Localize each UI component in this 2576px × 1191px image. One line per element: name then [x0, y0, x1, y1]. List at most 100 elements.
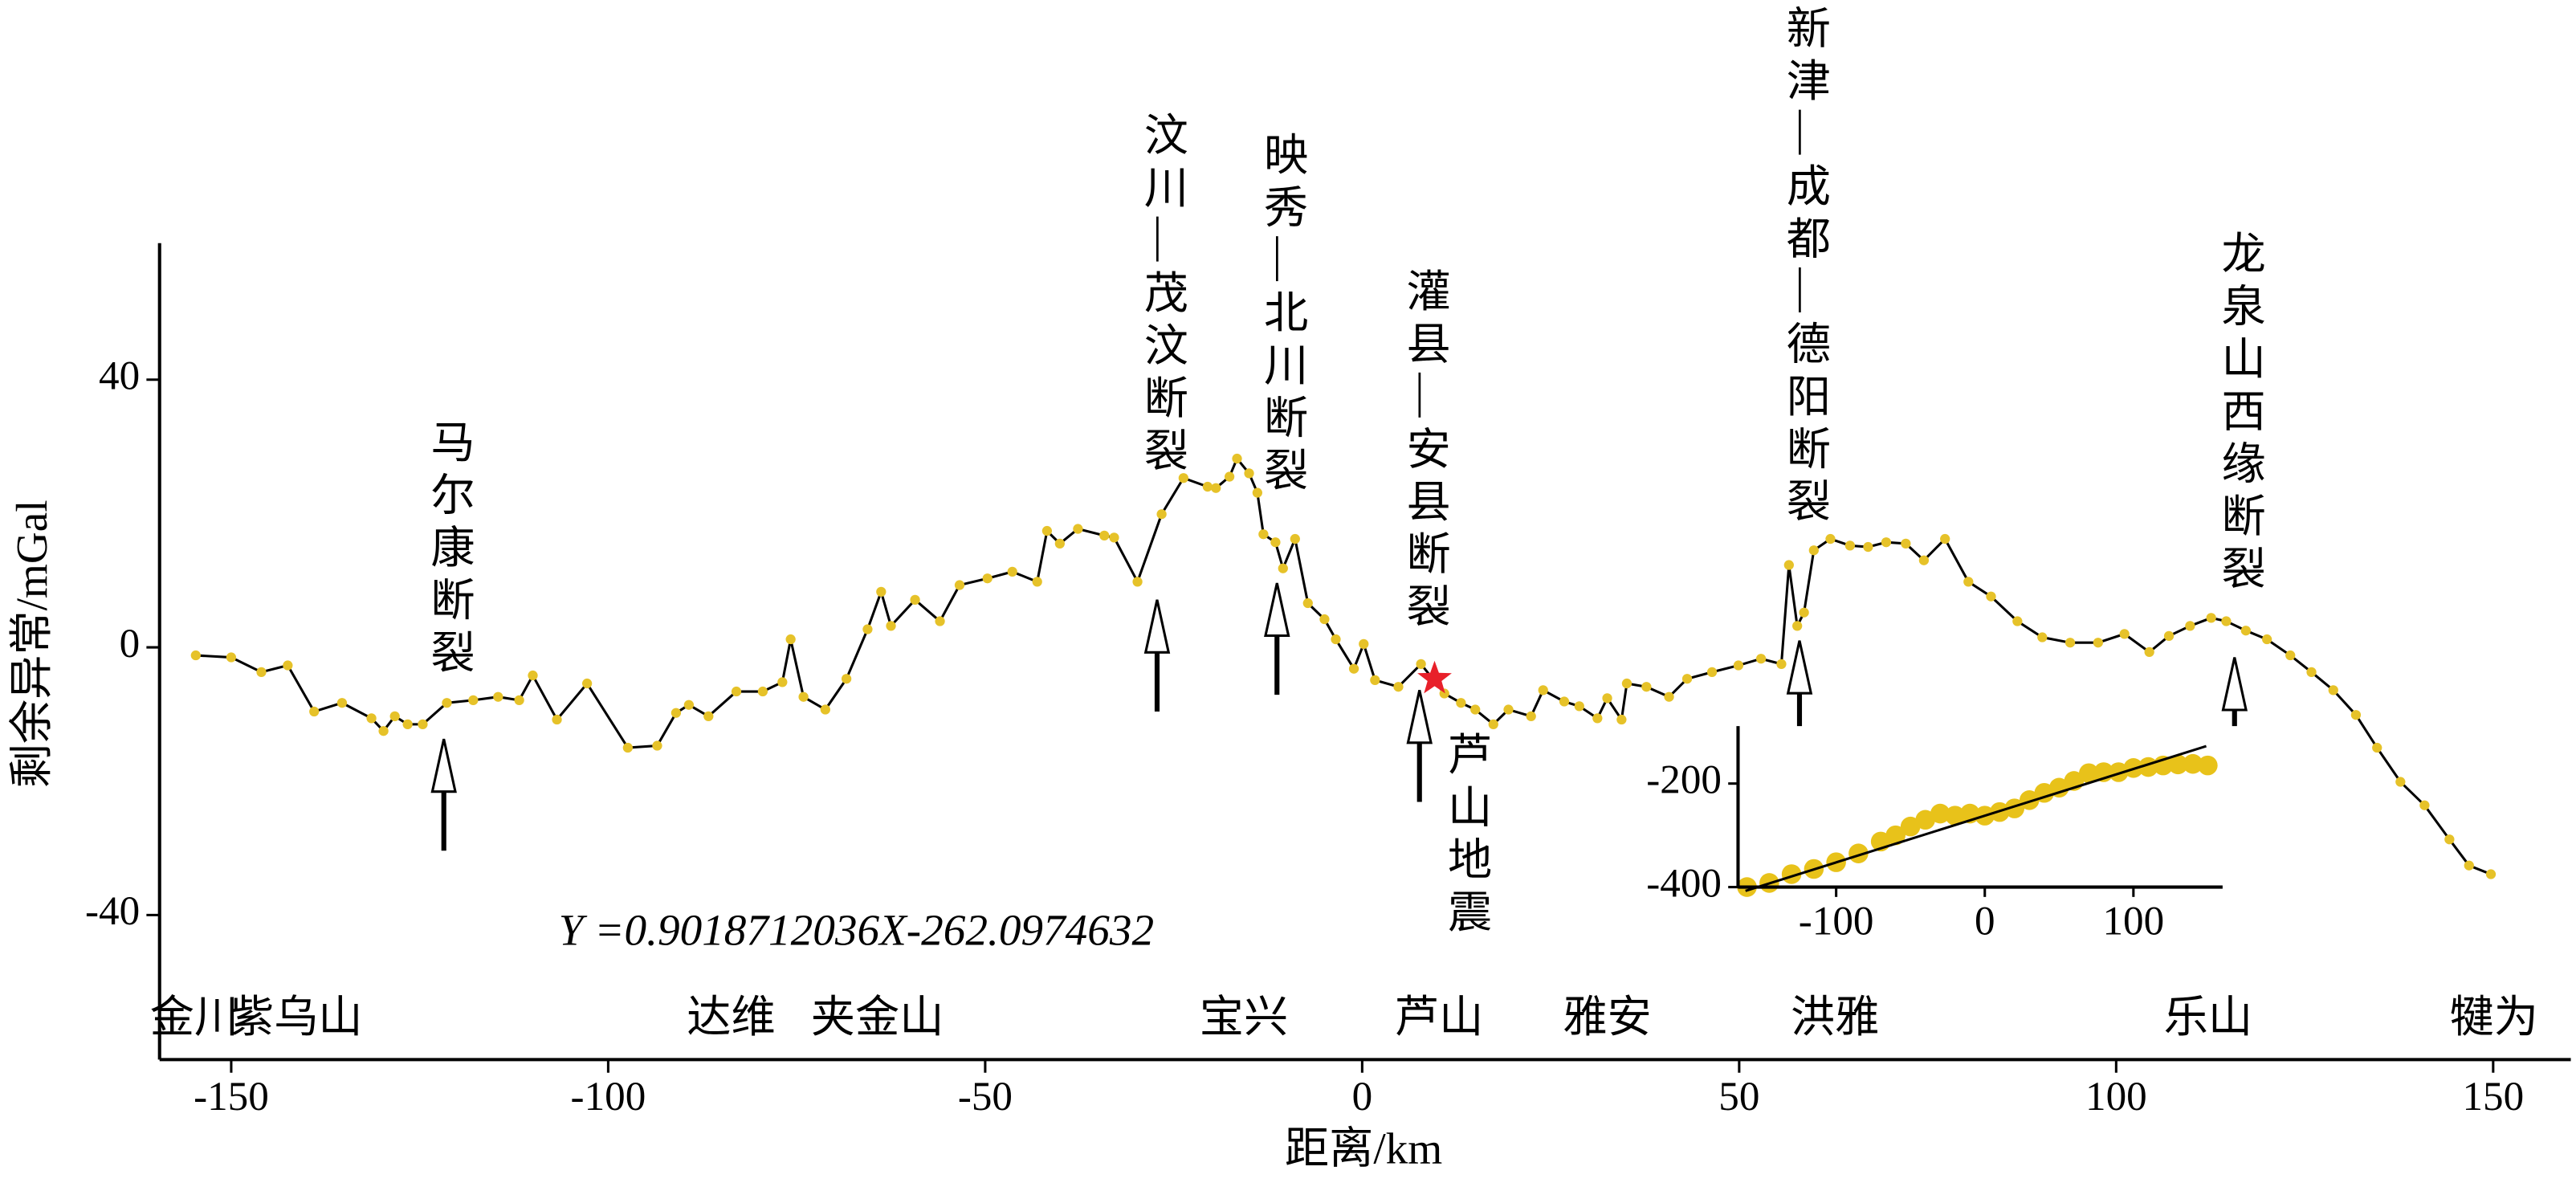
inset-point [2079, 763, 2099, 784]
data-point [283, 660, 293, 671]
place-label: 达维 [687, 993, 775, 1042]
inset-point [1930, 803, 1950, 824]
data-point [982, 573, 992, 584]
data-point [514, 695, 524, 706]
data-point [1825, 533, 1836, 545]
data-point [581, 678, 593, 689]
data-point [2444, 834, 2455, 845]
inset-point [2019, 790, 2040, 810]
data-point [1986, 591, 1996, 602]
data-point [1244, 468, 1254, 479]
data-point [1616, 714, 1627, 725]
data-point [1488, 719, 1498, 730]
data-point [1202, 481, 1213, 492]
data-point [1526, 711, 1536, 722]
data-point [1755, 654, 1767, 664]
data-point [493, 691, 503, 702]
data-point [1808, 545, 1819, 556]
data-point [1252, 487, 1263, 498]
x-tick-label: 150 [2462, 1074, 2524, 1120]
data-point [683, 700, 695, 710]
data-point [309, 706, 320, 717]
data-point [2485, 869, 2497, 879]
data-point [1393, 682, 1404, 692]
data-point [1109, 532, 1119, 543]
data-point [1007, 566, 1017, 577]
data-point [798, 691, 809, 702]
data-point [1574, 701, 1584, 712]
x-tick-label: -100 [1799, 898, 1874, 944]
inset-point [1885, 825, 1906, 846]
data-point [389, 711, 400, 722]
data-point [757, 686, 768, 697]
data-point [2012, 616, 2023, 626]
fault-label: 灌县—安县断裂 [1400, 267, 1449, 635]
data-point [2144, 646, 2154, 658]
x-tick-label: 100 [2102, 898, 2164, 944]
data-point [1178, 473, 1188, 483]
place-label: 乐山 [2164, 993, 2252, 1042]
data-point [190, 650, 201, 661]
inset-point [1848, 843, 1869, 863]
data-point [378, 726, 389, 736]
data-point [1963, 577, 1974, 587]
data-point [1940, 533, 1950, 545]
data-point [910, 594, 920, 606]
data-point [2206, 613, 2216, 623]
data-point [2240, 626, 2251, 636]
data-point [2185, 621, 2195, 631]
data-point [1054, 538, 1065, 549]
data-point [1641, 682, 1652, 692]
fault-label: 汶川—茂汶断裂 [1137, 112, 1188, 479]
place-label: 犍为 [2450, 993, 2538, 1042]
data-point [1706, 667, 1718, 678]
place-label: 金川 [150, 993, 238, 1042]
data-point [1270, 537, 1281, 548]
x-tick-label: 0 [1352, 1074, 1373, 1120]
data-point [2221, 616, 2232, 626]
data-point [2285, 650, 2296, 661]
data-point [1302, 598, 1313, 609]
data-point [876, 586, 887, 598]
data-point [2262, 634, 2272, 645]
fault-label: 马尔康断裂 [424, 419, 475, 682]
data-point [785, 634, 796, 645]
data-point [1073, 524, 1083, 534]
data-point [731, 686, 742, 697]
data-point [2372, 742, 2382, 753]
inset-point [1915, 810, 1935, 830]
inset-point [2198, 755, 2218, 776]
arrow-head [2221, 657, 2248, 712]
data-point [777, 677, 788, 687]
data-point [1776, 659, 1787, 670]
epicenter-label: 芦山地震 [1441, 731, 1492, 941]
inset-point [2109, 762, 2129, 782]
data-point [1792, 621, 1803, 631]
data-point [2395, 777, 2406, 787]
data-point [1470, 704, 1481, 715]
data-point [418, 719, 428, 730]
data-point [1538, 685, 1548, 695]
fault-label: 新津—成都—德阳断裂 [1779, 5, 1830, 530]
place-label: 洪雅 [1791, 993, 1879, 1042]
data-point [652, 740, 662, 751]
data-point [2328, 685, 2338, 695]
data-point [366, 713, 377, 724]
data-point [1258, 529, 1269, 540]
place-label: 夹金山 [811, 993, 944, 1042]
inset-point [1900, 816, 1921, 837]
data-point [954, 580, 965, 590]
data-point [2419, 800, 2430, 810]
data-point [2064, 638, 2076, 648]
data-point [1224, 471, 1235, 482]
data-point [1881, 537, 1892, 548]
data-point [402, 719, 413, 730]
data-point [1901, 538, 1911, 549]
data-point [2306, 667, 2317, 678]
data-point [336, 698, 348, 708]
data-point [2119, 629, 2130, 639]
x-tick-label: 50 [1718, 1074, 1759, 1120]
data-point [2037, 632, 2048, 642]
data-point [1863, 541, 1873, 553]
